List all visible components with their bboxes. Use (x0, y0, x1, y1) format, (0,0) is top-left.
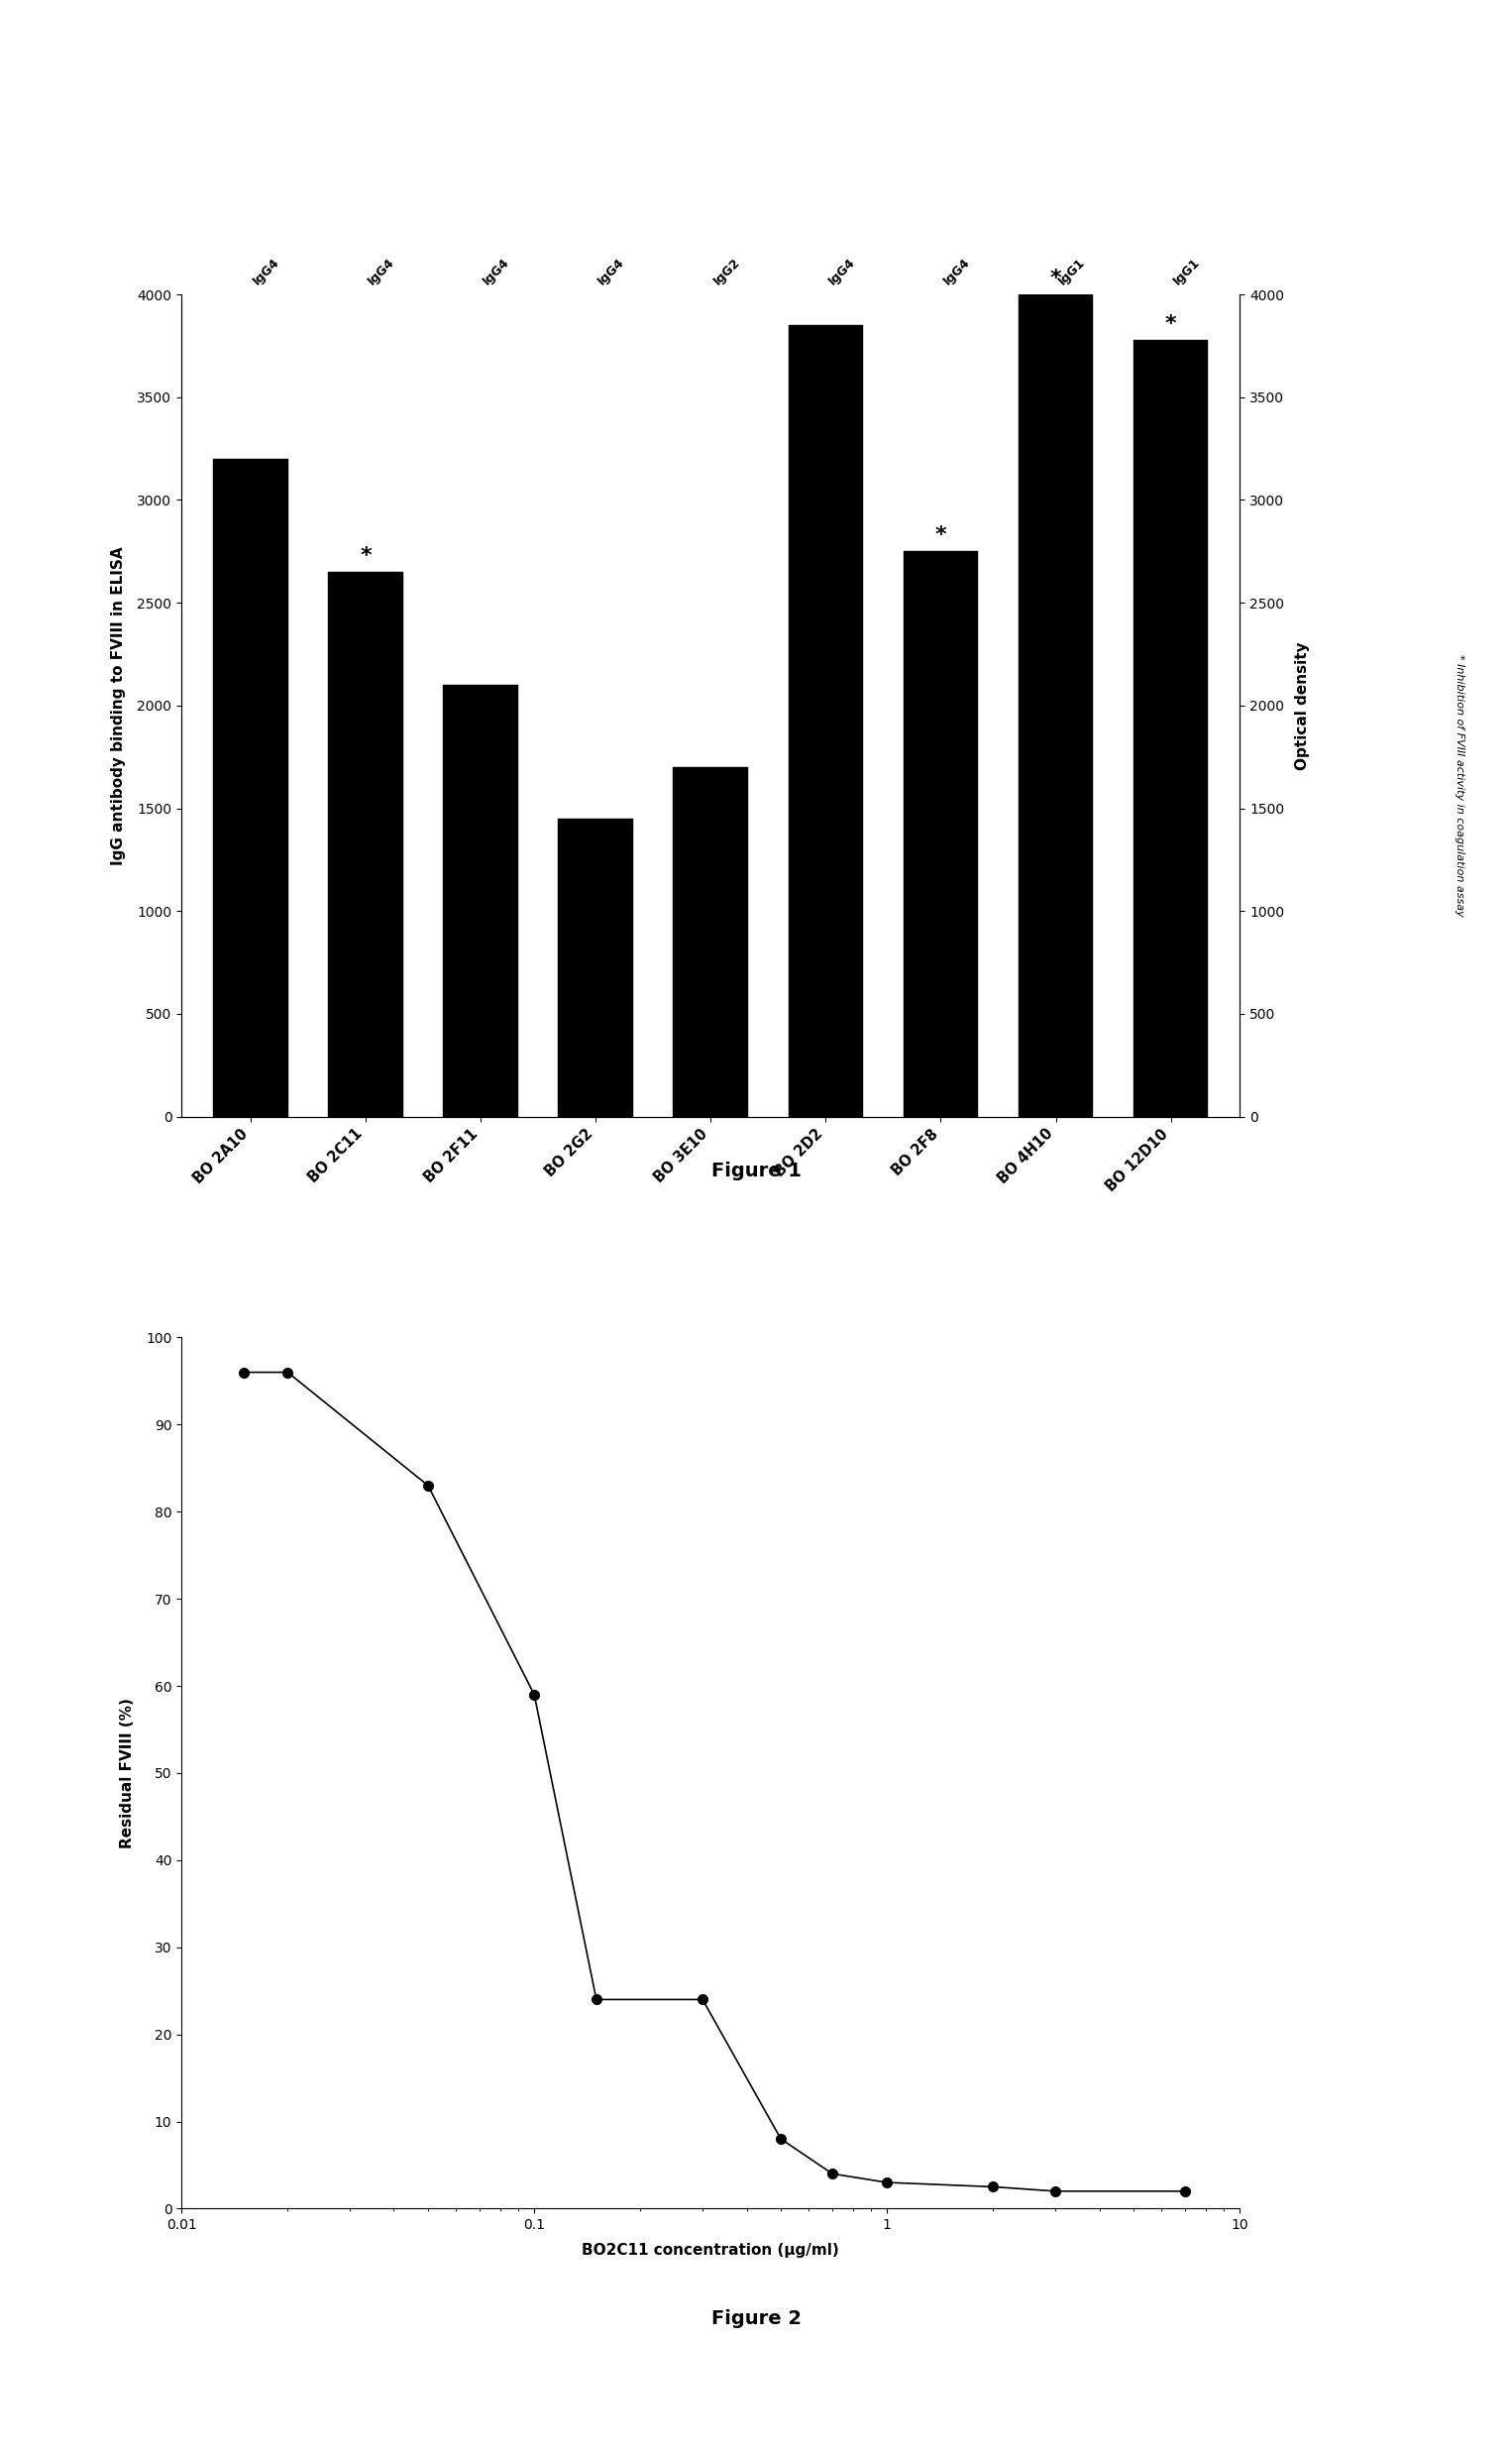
Y-axis label: IgG antibody binding to FVIII in ELISA: IgG antibody binding to FVIII in ELISA (112, 547, 125, 864)
Y-axis label: Residual FVIII (%): Residual FVIII (%) (119, 1698, 135, 1848)
Text: * Inhibition of FVIII activity in coagulation assay: * Inhibition of FVIII activity in coagul… (1455, 655, 1464, 915)
Text: IgG4: IgG4 (940, 255, 972, 287)
Bar (328, 572, 402, 1117)
Text: *: * (1049, 267, 1061, 287)
Y-axis label: Optical density: Optical density (1296, 640, 1309, 771)
Text: *: * (360, 545, 372, 567)
Text: IgG4: IgG4 (251, 255, 283, 287)
Bar (1134, 339, 1208, 1117)
Bar (673, 768, 748, 1117)
Text: IgG4: IgG4 (596, 255, 627, 287)
Bar (213, 459, 287, 1117)
Text: IgG2: IgG2 (711, 255, 742, 287)
Text: *: * (1166, 314, 1176, 334)
X-axis label: BO2C11 concentration (μg/ml): BO2C11 concentration (μg/ml) (582, 2243, 839, 2258)
Bar (788, 326, 863, 1117)
Text: IgG4: IgG4 (826, 255, 857, 287)
Text: IgG1: IgG1 (1055, 255, 1087, 287)
Text: Figure 2: Figure 2 (711, 2309, 801, 2329)
Text: IgG4: IgG4 (366, 255, 398, 287)
Bar (443, 685, 519, 1117)
Bar (903, 552, 978, 1117)
Bar (1019, 294, 1093, 1117)
Bar (558, 820, 634, 1117)
Text: *: * (934, 525, 947, 545)
Text: IgG1: IgG1 (1170, 255, 1202, 287)
Text: IgG4: IgG4 (481, 255, 513, 287)
Text: Figure 1: Figure 1 (711, 1161, 801, 1180)
